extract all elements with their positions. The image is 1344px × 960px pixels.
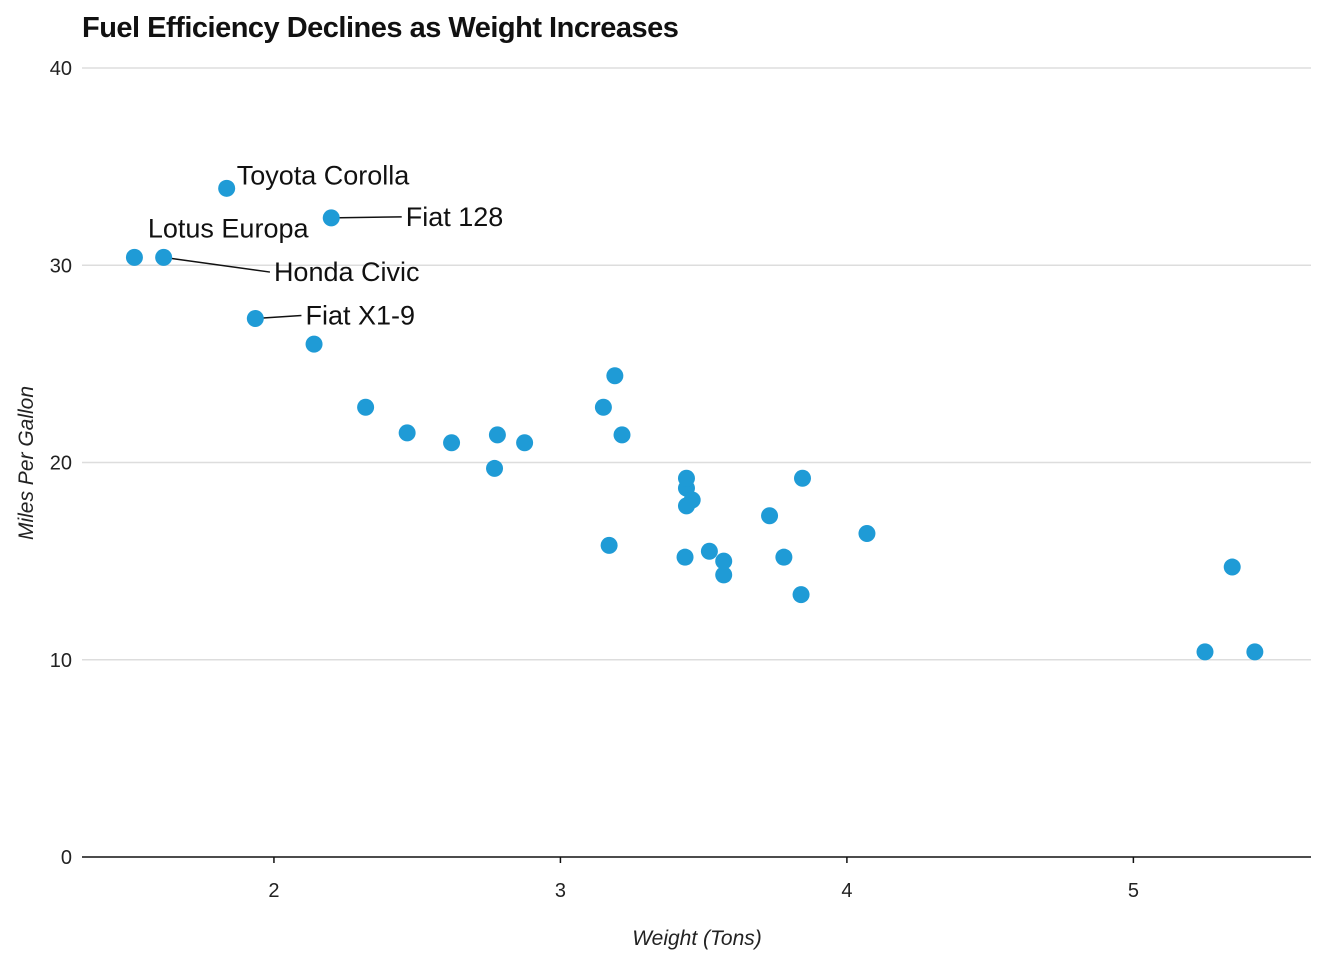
point-label: Fiat 128 <box>406 202 504 232</box>
data-point <box>715 566 733 584</box>
data-point <box>322 209 340 227</box>
data-point <box>218 179 236 197</box>
data-point <box>1196 643 1214 661</box>
chart-title: Fuel Efficiency Declines as Weight Incre… <box>82 12 679 44</box>
data-point <box>676 548 694 566</box>
point-label: Lotus Europa <box>148 214 310 244</box>
data-point <box>677 469 695 487</box>
data-point <box>486 459 504 477</box>
data-point <box>761 507 779 525</box>
data-point <box>715 552 733 570</box>
y-tick-label: 40 <box>50 58 72 80</box>
annotation-leader-line <box>331 216 402 219</box>
data-point <box>700 542 718 560</box>
grid-lines <box>82 67 1311 661</box>
data-point <box>488 426 506 444</box>
data-point <box>305 335 323 353</box>
x-tick-label: 4 <box>841 880 852 902</box>
data-point <box>357 398 375 416</box>
data-point <box>155 248 173 266</box>
data-point <box>594 398 612 416</box>
axes <box>82 856 1311 863</box>
data-point <box>246 310 264 328</box>
data-point <box>1223 558 1241 576</box>
x-axis-title: Weight (Tons) <box>632 927 762 950</box>
data-point <box>398 424 416 442</box>
data-point <box>125 248 143 266</box>
point-label: Fiat X1-9 <box>305 300 415 330</box>
y-tick-label: 30 <box>50 255 72 277</box>
x-tick-label: 2 <box>268 880 279 902</box>
annotation-leader-line <box>163 256 271 273</box>
x-tick-label: 3 <box>555 880 566 902</box>
data-points <box>125 179 1264 661</box>
y-axis-title: Miles Per Gallon <box>15 386 38 540</box>
data-point <box>793 469 811 487</box>
data-point <box>775 548 793 566</box>
y-tick-label: 20 <box>50 453 72 475</box>
data-point <box>443 434 461 452</box>
point-label: Honda Civic <box>274 257 420 287</box>
data-point <box>516 434 534 452</box>
data-point <box>858 525 876 543</box>
data-point <box>606 367 624 385</box>
point-label: Toyota Corolla <box>237 160 411 190</box>
y-tick-label: 0 <box>61 847 72 869</box>
data-point <box>1246 643 1264 661</box>
data-point <box>677 497 695 515</box>
y-tick-label: 10 <box>50 650 72 672</box>
x-tick-label: 5 <box>1128 880 1139 902</box>
data-point <box>600 536 618 554</box>
point-labels: Toyota Corolla Fiat 128 Lotus Europa Honda … <box>148 160 503 330</box>
data-point <box>613 426 631 444</box>
tick-labels: 0 10 20 30 40 2 3 4 5 <box>50 58 1139 902</box>
data-point <box>792 586 810 604</box>
